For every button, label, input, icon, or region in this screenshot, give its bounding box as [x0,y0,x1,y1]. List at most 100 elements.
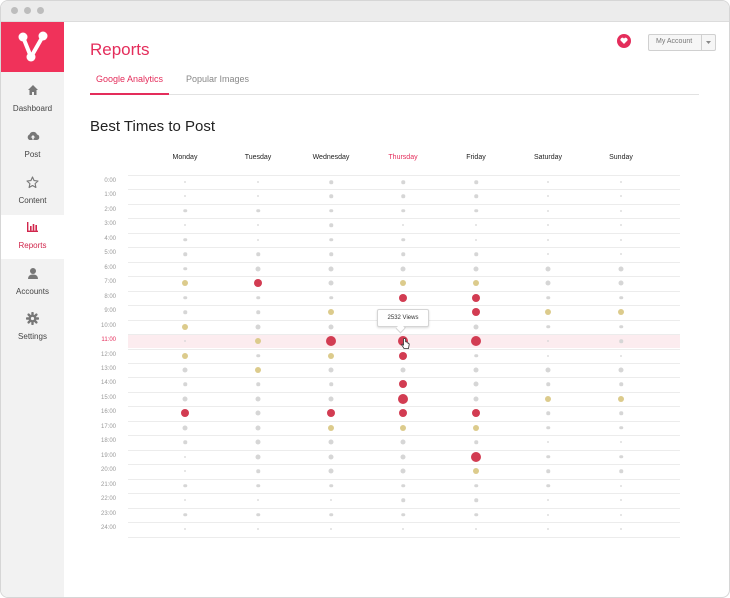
sidebar-item-dashboard[interactable]: Dashboard [1,78,64,122]
time-slot-dot[interactable] [401,512,405,517]
time-slot-dot[interactable] [618,367,624,373]
time-slot-dot[interactable] [183,209,187,213]
time-slot-dot[interactable] [183,512,187,517]
time-slot-dot[interactable] [401,180,405,184]
time-slot-dot[interactable] [328,266,334,272]
time-slot-dot[interactable] [547,209,549,212]
time-slot-dot[interactable] [546,469,550,473]
time-slot-dot[interactable] [620,441,622,444]
time-slot-dot[interactable] [619,411,623,416]
time-slot-dot[interactable] [326,336,336,347]
time-slot-dot[interactable] [328,352,334,359]
time-slot-dot[interactable] [183,267,187,271]
time-slot-dot[interactable] [545,367,551,373]
time-slot-dot[interactable] [471,451,481,462]
time-slot-dot[interactable] [545,280,551,286]
time-slot-dot[interactable] [329,295,333,300]
time-slot-dot[interactable] [257,195,259,198]
time-slot-dot[interactable] [256,310,260,314]
time-slot-dot[interactable] [472,409,480,418]
time-slot-dot[interactable] [473,468,479,475]
time-slot-dot[interactable] [255,425,261,431]
time-slot-dot[interactable] [329,223,333,228]
time-slot-dot[interactable] [473,424,479,431]
time-slot-dot[interactable] [254,279,262,288]
time-slot-dot[interactable] [547,441,549,444]
time-slot-dot[interactable] [620,238,622,241]
time-slot-dot[interactable] [619,426,623,430]
time-slot-dot[interactable] [400,454,406,460]
time-slot-dot[interactable] [546,382,550,387]
time-slot-dot[interactable] [183,238,187,242]
time-slot-dot[interactable] [257,238,259,241]
time-slot-dot[interactable] [400,280,406,287]
time-slot-dot[interactable] [401,238,405,242]
time-slot-dot[interactable] [255,439,261,445]
app-logo[interactable] [1,22,64,72]
sidebar-item-post[interactable]: Post [1,124,64,168]
time-slot-dot[interactable] [328,468,334,474]
time-slot-dot[interactable] [547,224,549,227]
time-slot-dot[interactable] [619,382,623,387]
time-slot-dot[interactable] [473,396,479,402]
time-slot-dot[interactable] [474,512,478,517]
time-slot-dot[interactable] [184,499,186,502]
time-slot-dot[interactable] [475,528,477,531]
time-slot-dot[interactable] [472,308,480,317]
time-slot-dot[interactable] [620,195,622,198]
time-slot-dot[interactable] [400,439,406,445]
time-slot-dot[interactable] [256,209,260,213]
time-slot-dot[interactable] [256,252,260,257]
time-slot-dot[interactable] [475,238,477,241]
time-slot-dot[interactable] [473,381,479,387]
time-slot-dot[interactable] [257,528,259,531]
time-slot-dot[interactable] [329,238,333,242]
time-slot-dot[interactable] [183,252,187,257]
time-slot-dot[interactable] [547,253,549,256]
sidebar-item-accounts[interactable]: Accounts [1,261,64,305]
time-slot-dot[interactable] [329,252,333,257]
time-slot-dot[interactable] [255,396,261,402]
time-slot-dot[interactable] [475,224,477,227]
sidebar-item-reports[interactable]: Reports [1,215,64,259]
time-slot-dot[interactable] [184,195,186,198]
time-slot-dot[interactable] [620,484,622,487]
time-slot-dot[interactable] [184,470,186,473]
time-slot-dot[interactable] [182,367,188,373]
time-slot-dot[interactable] [184,528,186,531]
sidebar-item-content[interactable]: Content [1,170,64,214]
time-slot-dot[interactable] [620,528,622,531]
time-slot-dot[interactable] [327,409,335,418]
time-slot-dot[interactable] [183,483,187,488]
time-slot-dot[interactable] [329,209,333,213]
time-slot-dot[interactable] [473,367,479,373]
time-slot-dot[interactable] [255,366,261,373]
time-slot-dot[interactable] [257,181,259,183]
time-slot-dot[interactable] [330,528,332,531]
time-slot-dot[interactable] [619,324,623,329]
time-slot-dot[interactable] [618,280,624,286]
time-slot-dot[interactable] [473,280,479,287]
time-slot-dot[interactable] [401,498,405,502]
time-slot-dot[interactable] [401,252,405,257]
time-slot-dot[interactable] [474,194,478,199]
time-slot-dot[interactable] [401,194,405,199]
time-slot-dot[interactable] [474,353,478,358]
time-slot-dot[interactable] [620,224,622,227]
window-minimize-button[interactable] [24,7,31,14]
time-slot-dot[interactable] [399,351,407,360]
time-slot-dot[interactable] [474,209,478,213]
time-slot-dot[interactable] [328,324,334,330]
time-slot-dot[interactable] [546,411,550,416]
sidebar-item-settings[interactable]: Settings [1,306,64,350]
time-slot-dot[interactable] [400,367,406,373]
time-slot-dot[interactable] [328,367,334,373]
time-slot-dot[interactable] [256,382,260,387]
dropdown-caret-button[interactable] [701,35,715,50]
time-slot-dot[interactable] [184,224,186,227]
time-slot-dot[interactable] [547,238,549,241]
time-slot-dot[interactable] [619,469,623,473]
time-slot-dot[interactable] [400,424,406,431]
time-slot-dot[interactable] [618,266,624,272]
time-slot-dot[interactable] [620,499,622,502]
